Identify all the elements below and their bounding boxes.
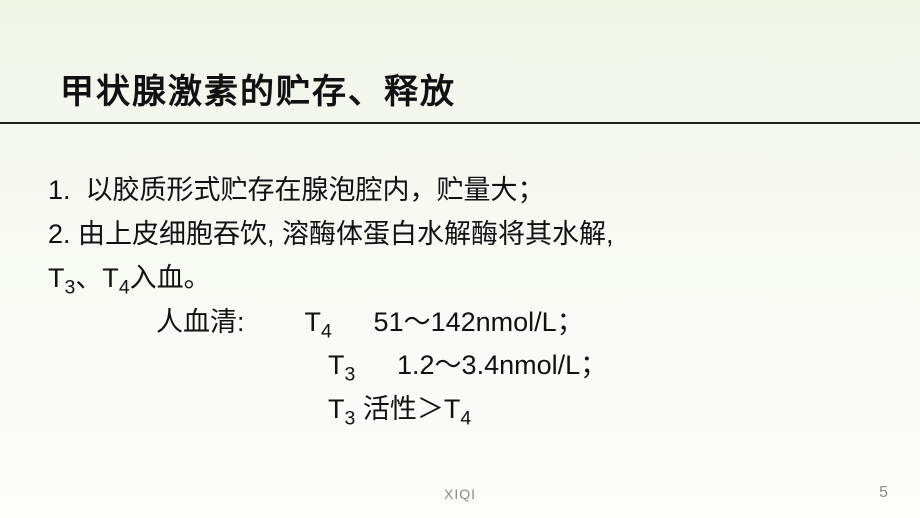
sub-4: 4 xyxy=(119,276,130,298)
line-6: T3 活性＞T4 xyxy=(48,389,878,431)
title-divider xyxy=(0,122,920,124)
line-1-text: 1. 以胶质形式贮存在腺泡腔内，贮量大； xyxy=(48,175,545,205)
page-number: 5 xyxy=(879,484,888,501)
footer-page-number: 5 xyxy=(879,484,888,502)
act-mid: 活性＞T xyxy=(355,394,460,424)
t4-label: T4 xyxy=(305,302,359,344)
t4-value: 51～142nmol/L； xyxy=(374,302,584,344)
title-text: 甲状腺激素的贮存、释放 xyxy=(60,73,456,111)
footer-center: XIQI xyxy=(0,486,920,502)
line-3: T3、T4入血。 xyxy=(48,258,878,300)
footer-center-text: XIQI xyxy=(444,486,476,502)
line-1: 1. 以胶质形式贮存在腺泡腔内，贮量大； xyxy=(48,170,878,212)
line-3-b: 、T xyxy=(75,263,119,293)
line-4: 人血清: T4 51～142nmol/L； xyxy=(48,302,878,344)
act-pre: T xyxy=(328,394,345,424)
sub-3: 3 xyxy=(65,276,76,298)
line-3-a: T xyxy=(48,263,65,293)
t3-value: 1.2～3.4nmol/L； xyxy=(397,345,607,387)
serum-label: 人血清: xyxy=(156,307,245,337)
line-2-text: 2. 由上皮细胞吞饮, 溶酶体蛋白水解酶将其水解, xyxy=(48,219,614,249)
slide-title: 甲状腺激素的贮存、释放 xyxy=(60,64,456,113)
line-3-c: 入血。 xyxy=(130,263,211,293)
line-5: T3 1.2～3.4nmol/L； xyxy=(48,345,878,387)
line-2: 2. 由上皮细胞吞饮, 溶酶体蛋白水解酶将其水解, xyxy=(48,214,878,256)
slide-body: 1. 以胶质形式贮存在腺泡腔内，贮量大； 2. 由上皮细胞吞饮, 溶酶体蛋白水解… xyxy=(48,170,878,433)
t3-label: T3 xyxy=(328,345,382,387)
